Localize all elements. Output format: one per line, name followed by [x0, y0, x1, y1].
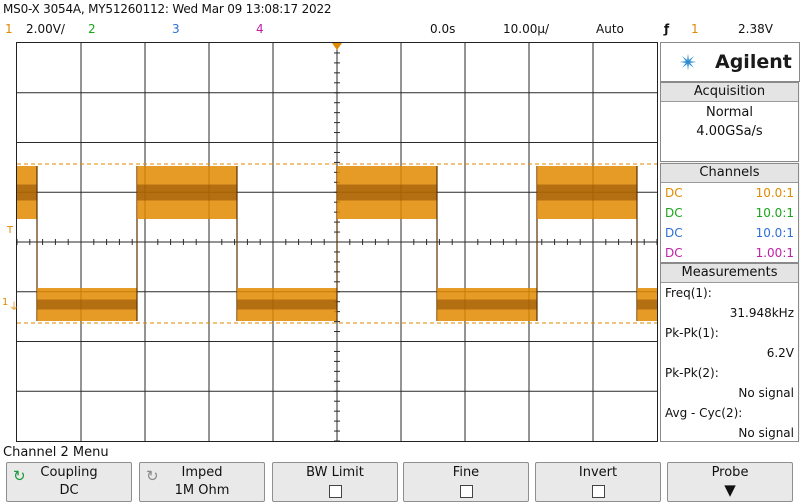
- channel-4-row: DC 1.00:1: [661, 243, 798, 263]
- coupling-softkey[interactable]: ↻ Coupling DC: [6, 462, 132, 502]
- pkpk1-value-row: 6.2V: [661, 343, 798, 363]
- rotate-knob-icon: ↻: [13, 467, 26, 485]
- ch1-ground-marker[interactable]: 1: [2, 297, 9, 308]
- avg-value-row: No signal: [661, 423, 798, 443]
- trigger-level[interactable]: 2.38V: [738, 22, 773, 36]
- waveform-svg: [17, 43, 657, 441]
- avg-label: Avg - Cyc(2):: [665, 406, 743, 420]
- channels-box[interactable]: Channels DC 10.0:1 DC 10.0:1 DC 10.0:1 D…: [660, 163, 799, 263]
- ch2-number[interactable]: 2: [88, 22, 96, 36]
- rotate-knob-icon: ↻: [146, 467, 159, 485]
- waveform-core-band: [237, 299, 337, 310]
- menu-title: Channel 2 Menu: [3, 445, 109, 460]
- trigger-edge-icon: ƒ: [664, 22, 670, 36]
- sample-rate: 4.00GSa/s: [696, 124, 763, 139]
- waveform-core-band: [17, 184, 37, 201]
- waveform-core-band: [537, 184, 637, 201]
- pkpk2-value-row: No signal: [661, 383, 798, 403]
- avg-value: No signal: [738, 426, 794, 440]
- waveform-core-band: [137, 184, 237, 201]
- trigger-level-marker[interactable]: T: [7, 225, 14, 236]
- acquisition-box[interactable]: Acquisition Normal 4.00GSa/s: [660, 82, 799, 162]
- channel-1-coupling: DC: [665, 186, 683, 200]
- ch4-number[interactable]: 4: [256, 22, 264, 36]
- imped-value: 1M Ohm: [174, 483, 230, 498]
- channel-3-coupling: DC: [665, 226, 683, 240]
- channel-1-row: DC 10.0:1: [661, 183, 798, 203]
- channel-2-probe: 10.0:1: [755, 206, 794, 220]
- avg-label-row: Avg - Cyc(2):: [661, 403, 798, 423]
- measurements-header: Measurements: [661, 264, 798, 283]
- right-panel: ✴ Agilent Acquisition Normal 4.00GSa/s C…: [660, 42, 800, 442]
- fine-checkbox[interactable]: [459, 485, 473, 498]
- pkpk2-label: Pk-Pk(2):: [665, 366, 719, 380]
- ch1-number[interactable]: 1: [5, 22, 13, 36]
- waveform-core-band: [337, 184, 437, 201]
- bw-limit-label: BW Limit: [306, 465, 364, 480]
- imped-softkey[interactable]: ↻ Imped 1M Ohm: [139, 462, 265, 502]
- agilent-logo: ✴ Agilent: [660, 42, 800, 82]
- coupling-value: DC: [59, 483, 79, 498]
- channel-3-probe: 10.0:1: [755, 226, 794, 240]
- invert-label: Invert: [578, 465, 618, 480]
- freq-value-row: 31.948kHz: [661, 303, 798, 323]
- fine-softkey[interactable]: Fine: [403, 462, 529, 502]
- bw-limit-softkey[interactable]: BW Limit: [272, 462, 398, 502]
- pkpk2-label-row: Pk-Pk(2):: [661, 363, 798, 383]
- channel-2-row: DC 10.0:1: [661, 203, 798, 223]
- coupling-label: Coupling: [40, 465, 98, 480]
- acquisition-header: Acquisition: [661, 83, 798, 102]
- imped-label: Imped: [181, 465, 223, 480]
- waveform-core-band: [37, 299, 137, 310]
- probe-softkey[interactable]: Probe ▼: [667, 462, 793, 502]
- ch3-number[interactable]: 3: [172, 22, 180, 36]
- freq-label: Freq(1):: [665, 286, 712, 300]
- waveform-core-band: [437, 299, 537, 310]
- channel-4-coupling: DC: [665, 246, 683, 260]
- brand-name: Agilent: [715, 51, 792, 73]
- channels-header: Channels: [661, 164, 798, 183]
- waveform-display[interactable]: [16, 42, 658, 442]
- channel-1-probe: 10.0:1: [755, 186, 794, 200]
- freq-label-row: Freq(1):: [661, 283, 798, 303]
- pkpk2-value: No signal: [738, 386, 794, 400]
- waveform-core-band: [637, 299, 657, 310]
- acquisition-mode: Normal: [705, 105, 754, 120]
- channel-4-probe: 1.00:1: [755, 246, 794, 260]
- fine-label: Fine: [452, 465, 480, 480]
- channel-2-coupling: DC: [665, 206, 683, 220]
- pkpk1-label: Pk-Pk(1):: [665, 326, 719, 340]
- pkpk1-value: 6.2V: [766, 346, 794, 360]
- channel-3-row: DC 10.0:1: [661, 223, 798, 243]
- invert-checkbox[interactable]: [591, 485, 605, 498]
- time-delay[interactable]: 0.0s: [430, 22, 456, 36]
- trigger-position-marker[interactable]: [332, 43, 342, 50]
- invert-softkey[interactable]: Invert: [535, 462, 661, 502]
- time-scale[interactable]: 10.00µ/: [503, 22, 550, 36]
- title-bar: MS0-X 3054A, MY51260112: Wed Mar 09 13:0…: [3, 2, 332, 16]
- trigger-source[interactable]: 1: [691, 22, 699, 36]
- trigger-mode[interactable]: Auto: [596, 22, 624, 36]
- freq-value: 31.948kHz: [729, 306, 794, 320]
- ch1-scale[interactable]: 2.00V/: [26, 22, 65, 36]
- spark-icon: ✴: [679, 51, 698, 76]
- pkpk1-label-row: Pk-Pk(1):: [661, 323, 798, 343]
- measurements-box[interactable]: Measurements Freq(1): 31.948kHz Pk-Pk(1)…: [660, 263, 799, 442]
- probe-label: Probe: [711, 465, 749, 480]
- bw-limit-checkbox[interactable]: [328, 485, 342, 498]
- ground-icon: ⏚: [9, 302, 19, 313]
- submenu-arrow-icon: ▼: [724, 481, 736, 499]
